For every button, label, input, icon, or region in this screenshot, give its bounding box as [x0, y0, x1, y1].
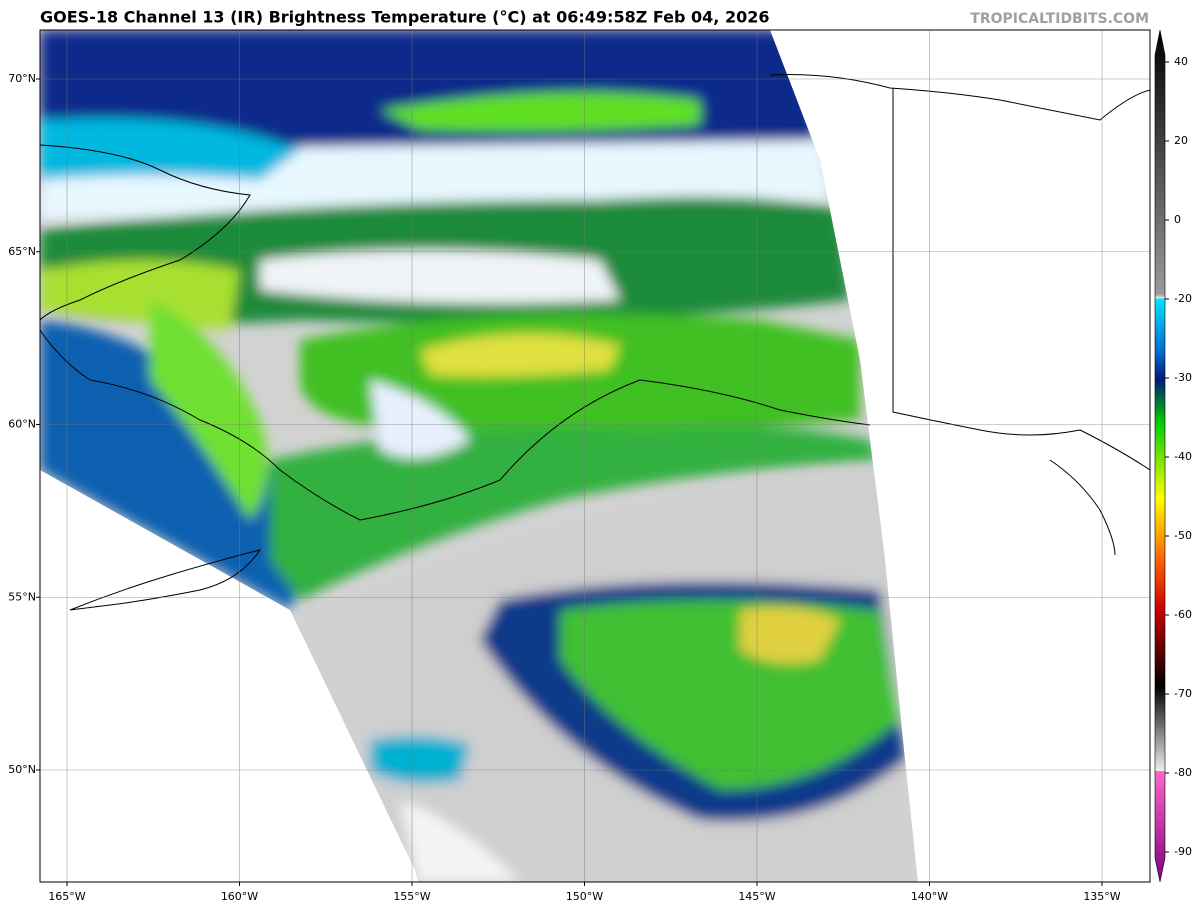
colorbar-tick-label: -90 [1174, 845, 1192, 858]
lat-label: 50°N [8, 763, 36, 776]
colorbar-ticks: 40 20 0 -20 -30 -40 -50 -60 -70 -80 -90 [1165, 55, 1192, 858]
graticule [40, 30, 1150, 882]
lat-label: 65°N [8, 245, 36, 258]
colorbar [1154, 29, 1166, 883]
lat-label: 55°N [8, 590, 36, 603]
colorbar-tick-label: -20 [1174, 292, 1192, 305]
lon-label: 150°W [566, 890, 603, 903]
lat-label: 60°N [8, 418, 36, 431]
lon-label: 155°W [393, 890, 430, 903]
map-area [40, 30, 1150, 882]
lon-label: 165°W [48, 890, 85, 903]
lon-label: 145°W [738, 890, 775, 903]
map-frame [39, 29, 1151, 883]
colorbar-tick-label: 40 [1174, 55, 1188, 68]
lon-label: 135°W [1083, 890, 1120, 903]
colorbar-tick-label: -40 [1174, 450, 1192, 463]
colorbar-tick-label: -70 [1174, 687, 1192, 700]
colorbar-tick-label: -80 [1174, 766, 1192, 779]
coastlines [40, 74, 1150, 611]
title: GOES-18 Channel 13 (IR) Brightness Tempe… [40, 8, 769, 27]
colorbar-tick-label: -50 [1174, 529, 1192, 542]
lat-label: 70°N [8, 72, 36, 85]
colorbar-tick-label: 20 [1174, 134, 1188, 147]
colorbar-tick-label: -30 [1174, 371, 1192, 384]
satellite-imagery [40, 30, 918, 882]
watermark: TROPICALTIDBITS.COM [970, 11, 1149, 27]
colorbar-tick-label: 0 [1174, 213, 1181, 226]
lon-label: 140°W [911, 890, 948, 903]
colorbar-tick-label: -60 [1174, 608, 1192, 621]
lon-label: 160°W [221, 890, 258, 903]
